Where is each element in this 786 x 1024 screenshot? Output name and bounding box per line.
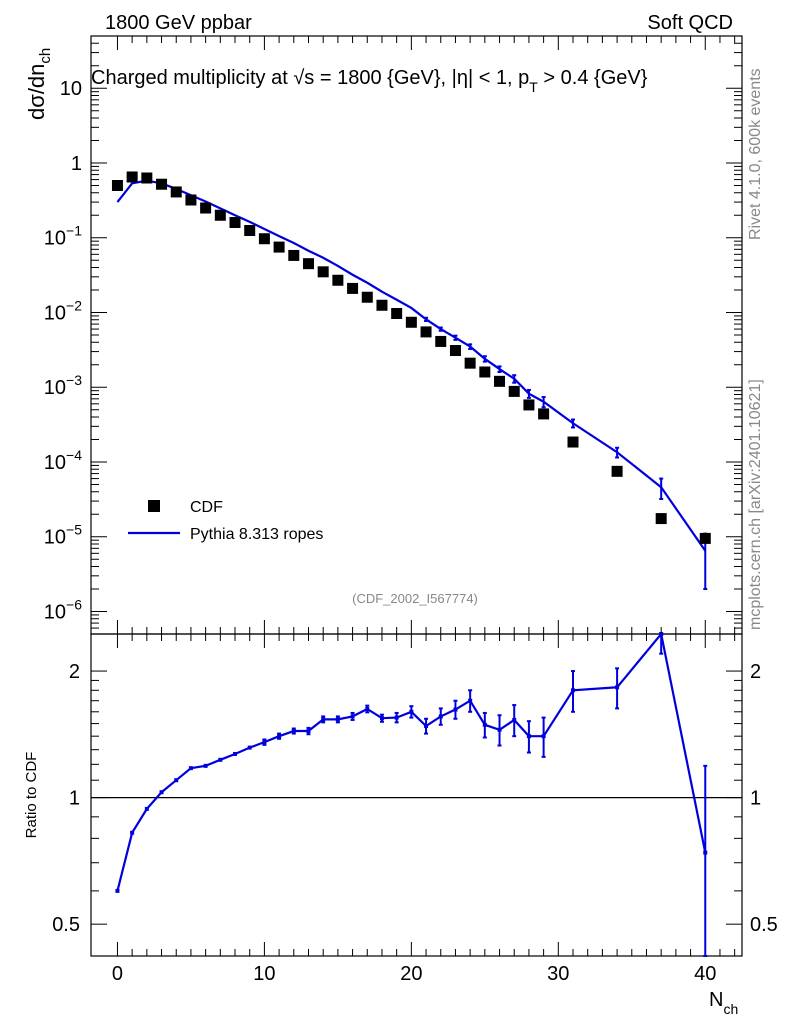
ratio-axis-ticks: 0 10 20 30 40 0.5 0.5 1 1 2 2: [52, 634, 778, 985]
y-tick-label: 10−4: [44, 447, 82, 474]
ratio-y-tick-label: 0.5: [52, 914, 80, 936]
legend-marker-cdf: [148, 500, 160, 512]
cdf-data-point: [464, 357, 476, 369]
cdf-data-point: [699, 532, 711, 544]
x-tick-label: 40: [694, 963, 716, 985]
cdf-data-point: [185, 194, 197, 206]
ratio-y-tick-label-right: 1: [750, 788, 761, 810]
ratio-point: [144, 806, 149, 811]
cdf-data-point: [229, 216, 241, 228]
cdf-data-point: [435, 335, 447, 347]
data-series-main: [111, 171, 711, 544]
cdf-data-point: [302, 258, 314, 270]
cdf-data-point: [405, 316, 417, 328]
cdf-data-point: [126, 171, 138, 183]
ratio-series: [115, 631, 708, 957]
chart-title: Charged multiplicity at √s = 1800 {GeV},…: [91, 67, 648, 95]
ratio-point: [247, 745, 252, 750]
x-axis-label: Nch: [709, 989, 738, 1017]
ratio-point: [203, 763, 208, 768]
legend-label-mc: Pythia 8.313 ropes: [190, 526, 323, 543]
y-tick-label: 10−2: [44, 297, 82, 324]
ratio-y-tick-label-right: 2: [750, 661, 761, 683]
ratio-point: [233, 751, 238, 756]
y-tick-label: 10−6: [44, 596, 82, 623]
ratio-y-tick-label: 1: [69, 788, 80, 810]
ratio-point: [218, 757, 223, 762]
cdf-data-point: [156, 178, 168, 190]
y-tick-label: 10−3: [44, 372, 82, 399]
cdf-data-point: [494, 375, 506, 387]
mcplots-label: mcplots.cern.ch [arXiv:2401.10621]: [747, 379, 764, 630]
cdf-data-point: [288, 249, 300, 261]
y-tick-label: 10−5: [44, 522, 82, 549]
cdf-data-point: [391, 307, 403, 319]
rivet-version-label: Rivet 4.1.0, 600k events: [747, 68, 764, 240]
header-left: 1800 GeV ppbar: [105, 12, 252, 34]
ratio-point: [159, 790, 164, 795]
cdf-data-point: [273, 241, 285, 253]
cdf-data-point: [567, 436, 579, 448]
cdf-data-point: [332, 274, 344, 286]
ratio-y-axis-label: Ratio to CDF: [23, 752, 40, 839]
cdf-data-point: [170, 186, 182, 198]
ratio-y-tick-label-right: 0.5: [750, 914, 778, 936]
x-tick-label: 30: [547, 963, 569, 985]
ratio-point: [174, 778, 179, 783]
cdf-data-point: [508, 385, 520, 397]
cdf-data-point: [611, 465, 623, 477]
x-tick-label: 10: [253, 963, 275, 985]
cdf-data-point: [479, 366, 491, 378]
ratio-point: [130, 830, 135, 835]
ratio-point: [115, 888, 120, 893]
cdf-data-point: [200, 202, 212, 214]
cdf-data-point: [214, 209, 226, 221]
cdf-data-point: [347, 282, 359, 294]
cdf-data-point: [420, 326, 432, 338]
cdf-data-point: [141, 172, 153, 184]
mc-series-main: [116, 179, 708, 590]
header-right: Soft QCD: [647, 12, 733, 34]
main-panel-frame: [90, 35, 743, 635]
cdf-data-point: [523, 399, 535, 411]
cdf-data-point: [111, 180, 123, 191]
cdf-data-point: [361, 291, 373, 303]
legend: CDF Pythia 8.313 ropes: [128, 499, 323, 543]
cdf-data-point: [655, 513, 667, 525]
y-tick-label: 10: [60, 78, 82, 100]
main-y-axis-label: dσ/dnch: [24, 48, 54, 120]
cdf-data-point: [538, 408, 550, 420]
x-tick-label: 0: [112, 963, 123, 985]
cdf-data-point: [244, 225, 256, 237]
ratio-y-tick-label: 2: [69, 661, 80, 683]
legend-label-cdf: CDF: [190, 499, 223, 516]
ratio-panel-frame: [90, 633, 743, 957]
ratio-point: [188, 766, 193, 771]
ratio-line: [116, 631, 707, 892]
y-tick-label: 1: [71, 153, 82, 175]
cdf-data-point: [376, 299, 388, 311]
cdf-data-point: [258, 233, 270, 245]
main-axis-ticks: 10 1 10−1 10−2 10−3 10−4 10−5 10−6: [44, 35, 742, 635]
y-tick-label: 10−1: [44, 223, 82, 250]
mc-line: [116, 179, 707, 552]
x-tick-label: 20: [400, 963, 422, 985]
cdf-data-point: [317, 266, 329, 278]
analysis-id: (CDF_2002_I567774): [352, 591, 478, 606]
cdf-data-point: [449, 345, 461, 357]
